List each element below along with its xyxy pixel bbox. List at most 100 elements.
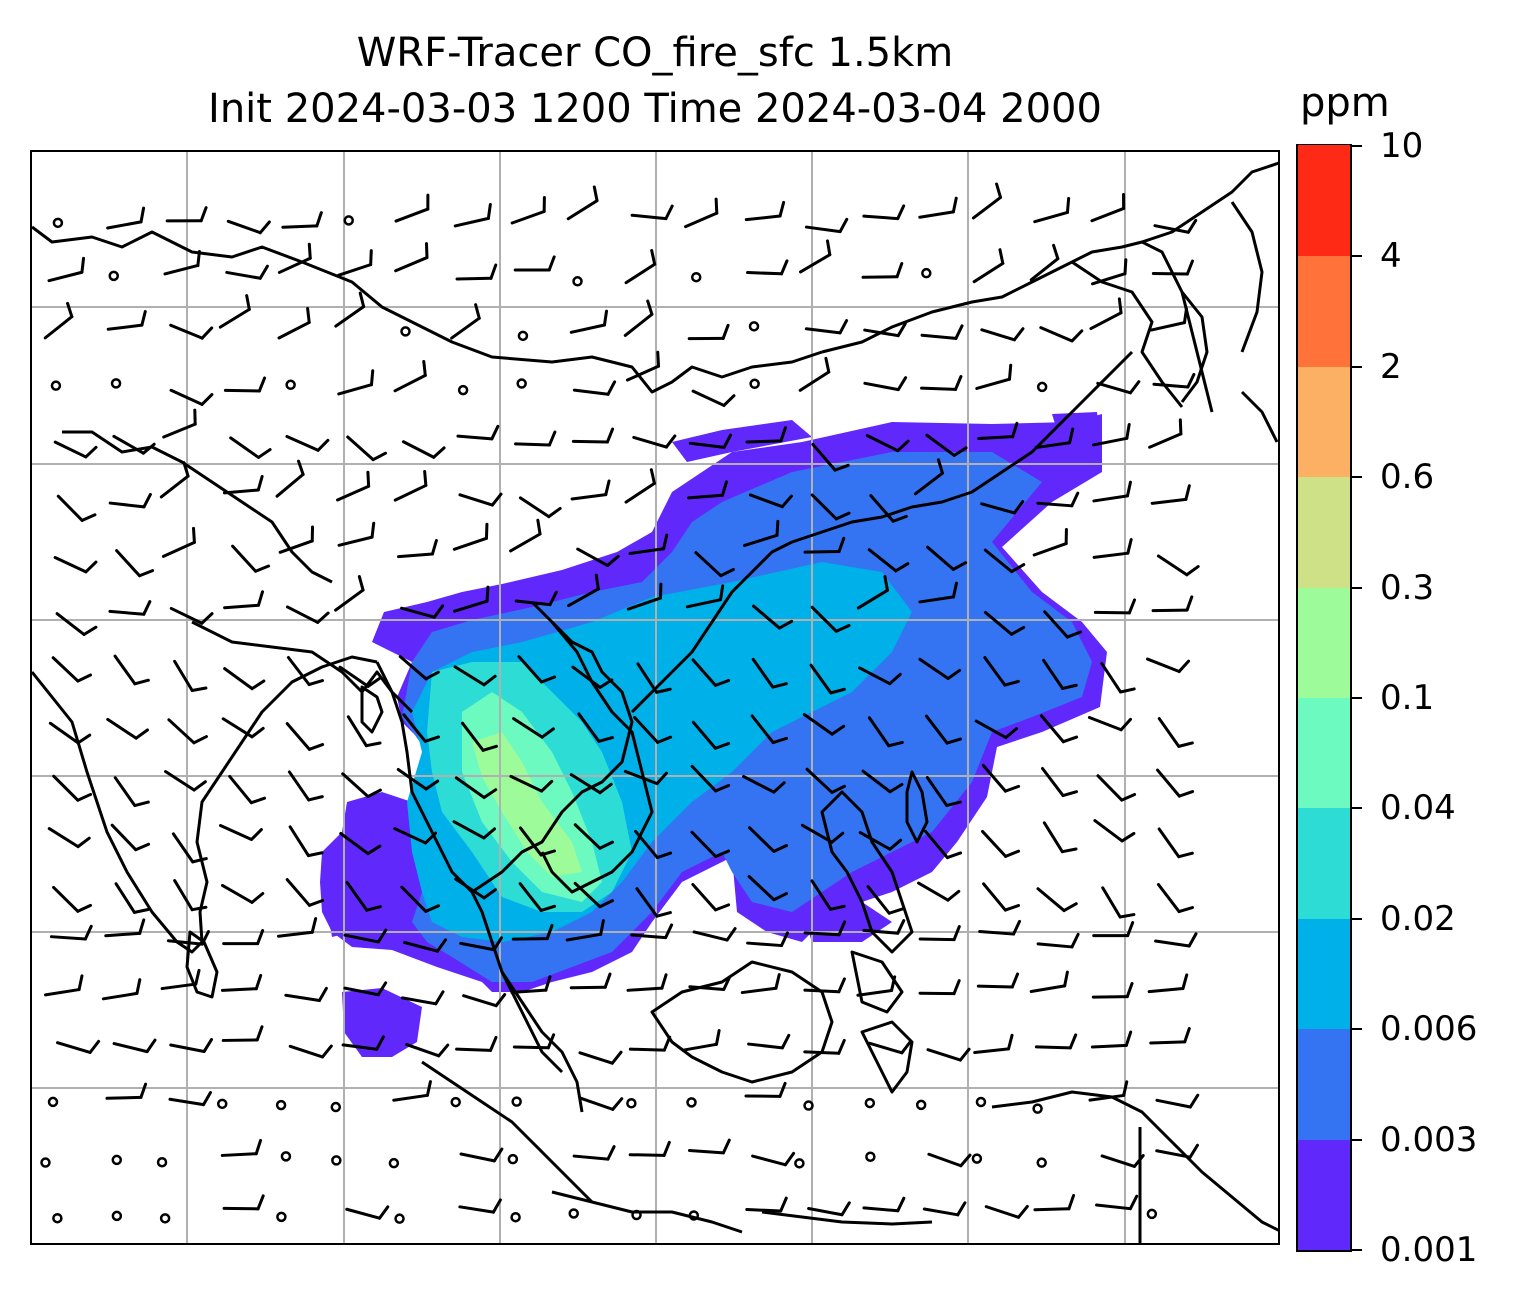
barb-flag (1070, 329, 1084, 343)
wind-barb-191 (691, 720, 731, 750)
barb-shaft (517, 655, 544, 684)
wind-barb-287 (462, 993, 507, 1008)
wind-barb-376 (984, 1204, 1029, 1219)
wind-barb-8 (510, 196, 546, 225)
barb-flag (945, 737, 962, 745)
barb-shaft (980, 328, 1016, 342)
barb-flag (486, 203, 492, 220)
barb-flag (664, 204, 674, 221)
wind-barb-147 (453, 585, 490, 613)
colorbar-tick-label: 0.04 (1380, 788, 1456, 829)
barb-shaft (336, 263, 373, 277)
wind-barb-149 (567, 573, 600, 608)
wind-barb-183 (221, 717, 265, 739)
barb-shaft (453, 599, 489, 613)
barb-shaft (278, 539, 314, 554)
wind-barb-346 (388, 1157, 400, 1169)
barb-shaft (973, 1047, 1011, 1055)
barb-flag (1188, 1143, 1199, 1159)
barb-flag (650, 249, 657, 266)
barb-shaft (746, 941, 784, 948)
wind-barb-210 (623, 769, 668, 786)
colorbar-tick-label: 4 (1380, 236, 1402, 277)
barb-flag (721, 1138, 731, 1155)
barb-shaft (856, 588, 889, 610)
wind-barb-93 (811, 442, 850, 472)
barb-flag (437, 1043, 450, 1058)
barb-flag (1182, 307, 1188, 325)
wind-barb-154 (856, 575, 889, 610)
wind-barb-306 (405, 1043, 450, 1058)
barb-shaft (626, 596, 662, 611)
barb-flag (254, 564, 271, 573)
barb-flag (80, 513, 97, 522)
colorbar-segment (1298, 476, 1350, 588)
barb-shaft (343, 986, 380, 997)
barb-shaft (454, 776, 486, 800)
barb-shaft (809, 663, 833, 695)
wind-barb-115 (913, 458, 944, 496)
wind-barb-208 (509, 774, 554, 793)
barb-shaft (918, 657, 950, 680)
barb-flag (611, 1097, 624, 1111)
map-panel[interactable] (30, 150, 1280, 1245)
wind-barb-153 (810, 605, 851, 633)
barb-flag (200, 326, 214, 340)
barb-shaft (1091, 436, 1129, 447)
barb-shaft (740, 986, 778, 995)
barb-flag (954, 375, 963, 391)
barb-flag (888, 672, 902, 686)
barb-shaft (220, 1152, 258, 1157)
barb-shaft (1096, 774, 1124, 802)
barb-flag (1010, 625, 1026, 636)
barb-shaft (1156, 883, 1181, 914)
colorbar-tick-label: 0.6 (1380, 457, 1435, 498)
wind-barb-145 (334, 575, 365, 612)
barb-shaft (687, 1148, 725, 1155)
barb-flag (1068, 427, 1075, 445)
wind-barb-13 (804, 217, 849, 234)
wind-barb-238 (1093, 819, 1136, 843)
barb-shaft (47, 827, 80, 849)
barb-flag (482, 788, 498, 800)
barb-shaft (1149, 1040, 1187, 1045)
coastline-17 (650, 960, 834, 1084)
barb-flag (370, 521, 376, 539)
wind-barb-342 (156, 1156, 168, 1168)
coastline-12 (1180, 291, 1209, 403)
wind-barb-275 (918, 925, 961, 942)
barb-flag (250, 679, 266, 691)
tracer-contour-3 (342, 988, 422, 1057)
barb-flag (545, 923, 554, 941)
barb-shaft (281, 224, 319, 229)
wind-barb-141 (108, 600, 152, 616)
wind-barb-374 (862, 1196, 906, 1213)
barb-flag (424, 779, 440, 791)
barb-shaft (405, 1043, 441, 1058)
wind-barb-180 (48, 721, 92, 745)
barb-flag (250, 892, 265, 904)
barb-flag (837, 1038, 846, 1055)
coastline-5 (471, 600, 634, 894)
wind-barb-22 (163, 250, 201, 276)
wind-barb-80 (53, 440, 98, 459)
barb-shaft (56, 1041, 92, 1054)
coastline-21 (551, 1190, 743, 1234)
barb-shaft (1029, 257, 1060, 282)
barb-flag (1061, 790, 1078, 798)
wind-barb-216 (981, 763, 1021, 793)
barb-shaft (805, 767, 834, 794)
coastline-14 (905, 770, 929, 844)
barb-shaft (49, 935, 87, 941)
barb-flag (1003, 679, 1020, 687)
barb-flag (605, 427, 615, 444)
wind-barb-265 (343, 928, 388, 944)
wind-barb-207 (454, 776, 498, 800)
barb-flag (307, 679, 324, 687)
colorbar-tick-label: 0.006 (1380, 1009, 1478, 1050)
barb-flag (896, 439, 910, 453)
wind-barb-47 (450, 303, 481, 340)
wind-barb-54 (863, 322, 907, 338)
barb-flag (945, 800, 962, 807)
colorbar-tick (1352, 917, 1362, 920)
